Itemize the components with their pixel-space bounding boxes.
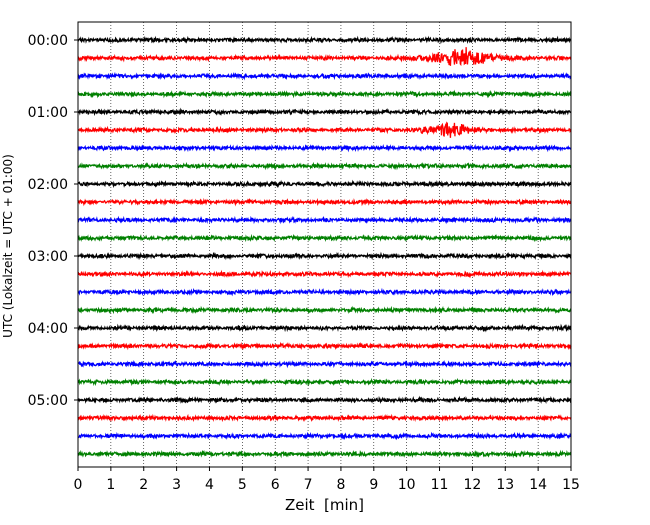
x-tick-label: 5 <box>238 477 247 493</box>
grid-layer <box>110 22 539 467</box>
x-tick-label: 14 <box>529 477 547 493</box>
trace-0115 <box>77 121 572 138</box>
x-tick-label: 4 <box>205 477 214 493</box>
trace-0400 <box>77 323 572 333</box>
y-tick-label: 04:00 <box>28 321 68 337</box>
x-tick-label: 13 <box>496 477 514 493</box>
trace-0300 <box>77 251 572 261</box>
trace-0230 <box>77 215 572 225</box>
x-tick-label: 2 <box>139 477 148 493</box>
x-tick-label: 12 <box>463 477 481 493</box>
y-tick-label: 02:00 <box>28 177 68 193</box>
x-tick-label: 8 <box>336 477 345 493</box>
trace-0315 <box>77 269 572 279</box>
trace-0445 <box>77 377 572 387</box>
plot-frame <box>77 21 572 468</box>
trace-0345 <box>77 305 572 315</box>
x-axis-ticks: 0 1 2 3 4 5 6 7 8 9 10 11 12 13 14 15 <box>74 467 580 493</box>
x-tick-label: 1 <box>106 477 115 493</box>
x-axis-label: Zeit [min] <box>285 496 364 514</box>
x-tick-label: 7 <box>304 477 313 493</box>
trace-0000 <box>77 35 572 45</box>
trace-layer <box>77 35 572 459</box>
trace-0030 <box>77 71 572 81</box>
trace-0545 <box>77 449 572 459</box>
y-tick-label: 01:00 <box>28 105 68 121</box>
x-tick-label: 9 <box>369 477 378 493</box>
trace-0215 <box>77 197 572 207</box>
trace-0530 <box>77 431 572 441</box>
trace-0330 <box>77 287 572 297</box>
trace-0515 <box>77 413 572 423</box>
x-tick-label: 3 <box>172 477 181 493</box>
trace-0245 <box>77 233 572 243</box>
trace-0415 <box>77 341 572 351</box>
x-tick-label: 11 <box>431 477 449 493</box>
trace-0500 <box>77 395 572 405</box>
trace-0015 <box>77 47 572 67</box>
y-axis-ticks: 00:00 01:00 02:00 03:00 04:00 05:00 <box>28 33 78 409</box>
y-axis-label: UTC (Lokalzeit = UTC + 01:00) <box>1 154 15 338</box>
x-tick-label: 15 <box>562 477 580 493</box>
y-tick-label: 03:00 <box>28 249 68 265</box>
trace-0145 <box>77 161 572 171</box>
trace-0200 <box>77 179 572 189</box>
trace-0100 <box>77 107 572 117</box>
y-tick-label: 00:00 <box>28 33 68 49</box>
x-tick-label: 6 <box>271 477 280 493</box>
trace-0130 <box>77 143 572 153</box>
trace-0045 <box>77 89 572 99</box>
trace-0430 <box>77 359 572 369</box>
y-tick-label: 05:00 <box>28 393 68 409</box>
x-tick-label: 10 <box>398 477 416 493</box>
x-tick-label: 0 <box>74 477 83 493</box>
